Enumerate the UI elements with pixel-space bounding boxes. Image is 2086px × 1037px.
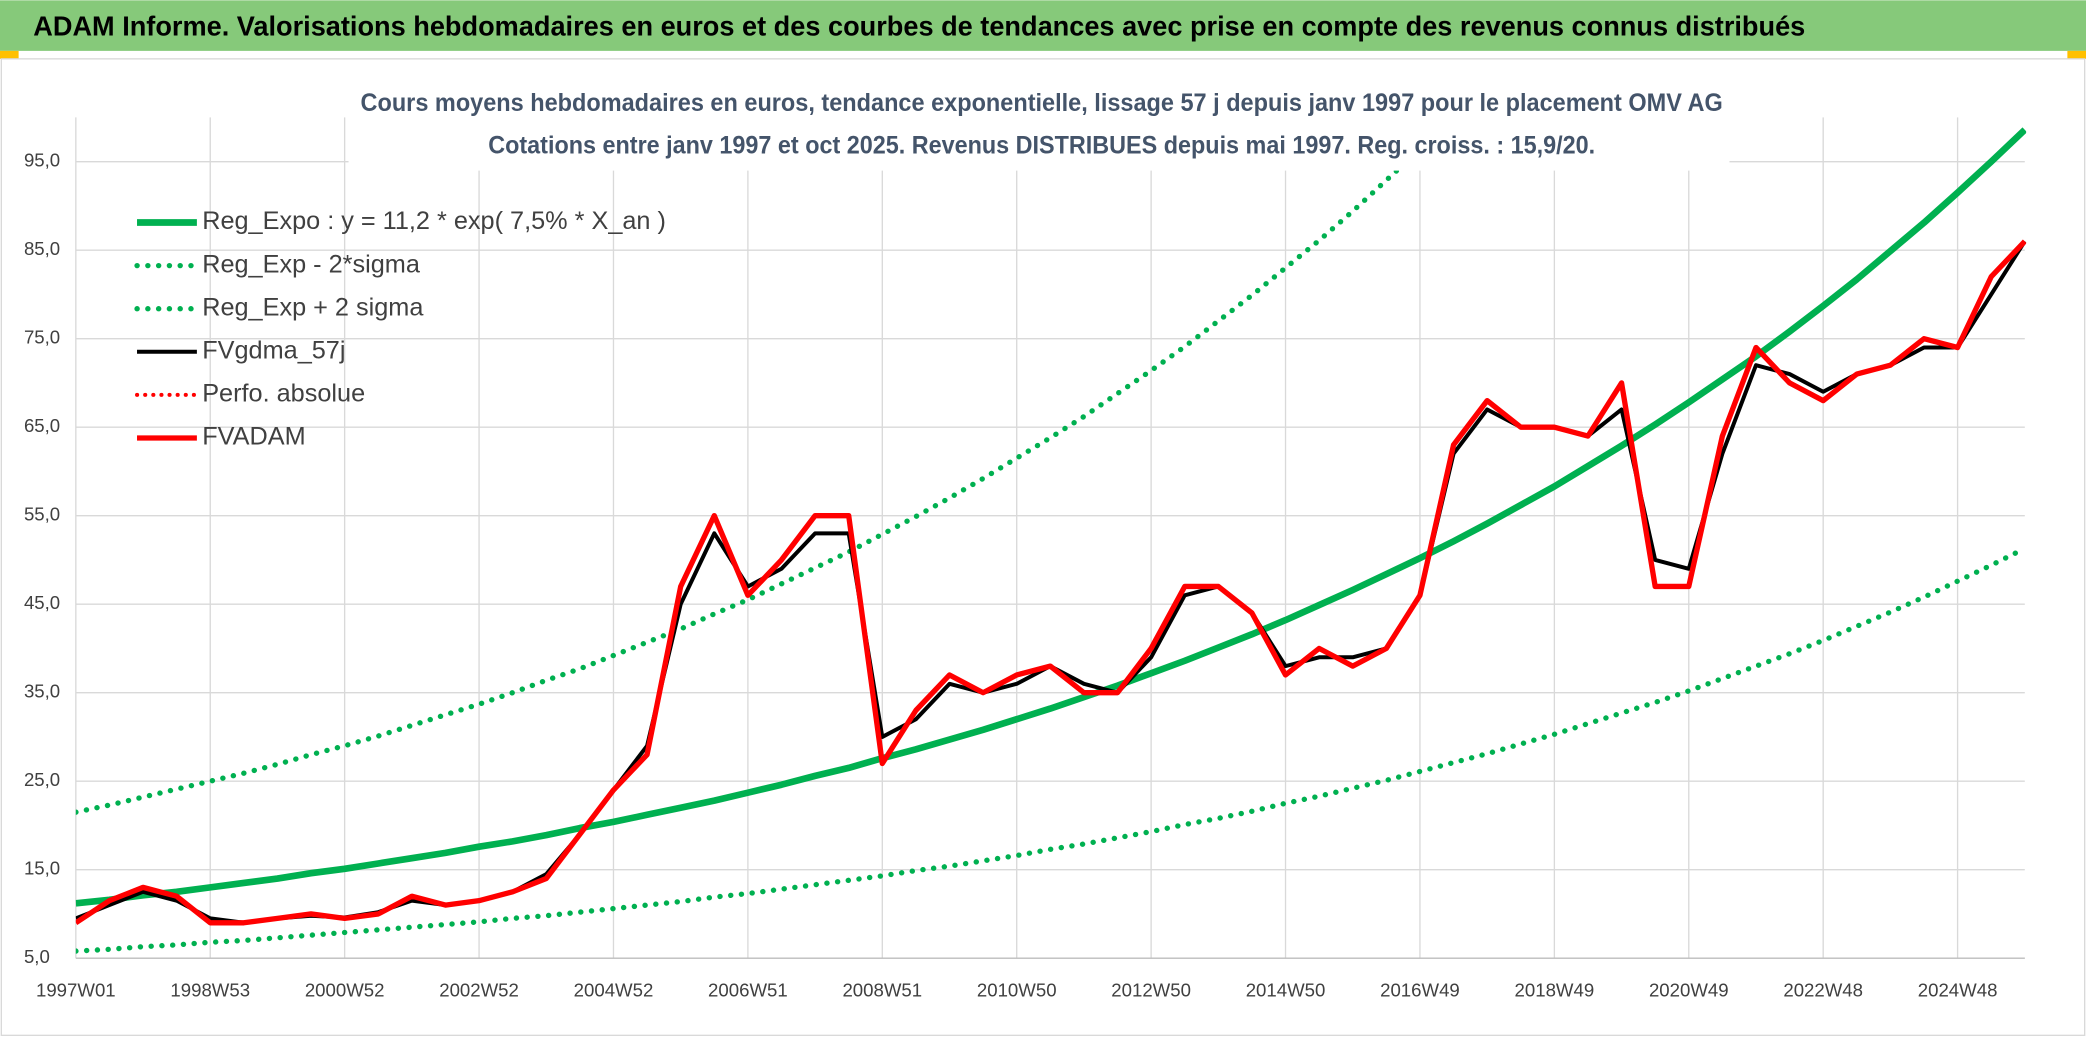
x-tick-label: 2000W52 <box>305 979 385 1000</box>
legend-label: Perfo. absolue <box>202 380 365 408</box>
series-line <box>75 127 2027 907</box>
legend-label: FVgdma_57j <box>202 336 345 364</box>
corner-mark <box>2067 50 2086 59</box>
x-tick-label: 2006W51 <box>708 979 788 1000</box>
series-line <box>75 545 2027 954</box>
y-tick-label: 5,0 <box>24 946 50 967</box>
y-tick-label: 95,0 <box>24 150 60 171</box>
y-tick-label: 55,0 <box>24 504 60 525</box>
y-tick-label: 75,0 <box>24 327 60 348</box>
legend-label: Reg_Exp - 2*sigma <box>202 250 421 278</box>
banner-title: ADAM Informe. Valorisations hebdomadaire… <box>33 11 1805 42</box>
subtitle-box <box>348 82 1730 171</box>
y-tick-label: 65,0 <box>24 415 60 436</box>
y-tick-label: 15,0 <box>24 858 60 879</box>
x-tick-label: 2018W49 <box>1515 979 1595 1000</box>
x-tick-label: 2010W50 <box>977 979 1057 1000</box>
x-tick-label: 2004W52 <box>574 979 654 1000</box>
legend-label: FVADAM <box>202 423 305 451</box>
x-tick-label: 2012W50 <box>1111 979 1191 1000</box>
banner <box>0 0 2086 51</box>
x-tick-label: 2014W50 <box>1246 979 1326 1000</box>
y-tick-label: 25,0 <box>24 769 60 790</box>
grid <box>75 117 2025 959</box>
x-tick-label: 2022W48 <box>1783 979 1863 1000</box>
corner-mark <box>0 50 19 59</box>
legend-label: Reg_Exp + 2 sigma <box>202 293 424 321</box>
y-tick-label: 45,0 <box>24 592 60 613</box>
x-tick-label: 2024W48 <box>1918 979 1998 1000</box>
series-line <box>75 239 2027 926</box>
x-tick-label: 2008W51 <box>842 979 922 1000</box>
x-tick-label: 2002W52 <box>439 979 519 1000</box>
frame <box>0 58 2086 1037</box>
subtitle: Cours moyens hebdomadaires en euros, ten… <box>361 89 1723 117</box>
y-tick-label: 35,0 <box>24 681 60 702</box>
series-line <box>75 117 1457 815</box>
x-tick-label: 1997W01 <box>36 979 116 1000</box>
plot-lines <box>75 117 2027 954</box>
axes: 5,0 15,0 25,0 35,0 45,0 55,0 65,0 75,0 85,0 95,0 1… <box>24 150 2025 1000</box>
subtitle: Cotations entre janv 1997 et oct 2025. R… <box>488 131 1595 159</box>
x-tick-label: 2020W49 <box>1649 979 1729 1000</box>
x-tick-label: 2016W49 <box>1380 979 1460 1000</box>
legend: Reg_Expo : y = 11,2 * exp( 7,5% * X_an )… <box>134 207 666 451</box>
x-tick-label: 1998W53 <box>170 979 250 1000</box>
y-tick-label: 85,0 <box>24 238 60 259</box>
legend-label: Reg_Expo : y = 11,2 * exp( 7,5% * X_an ) <box>202 207 666 235</box>
